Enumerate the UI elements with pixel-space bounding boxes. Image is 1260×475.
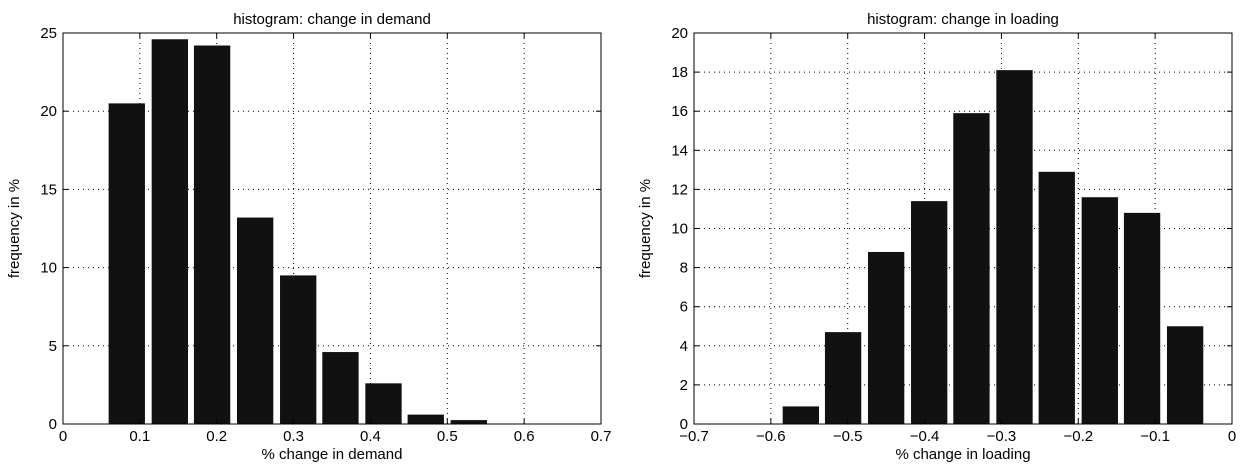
y-tick-label: 20 [40,103,57,120]
x-tick-label: −0.4 [910,428,940,445]
histogram-bar [407,414,444,424]
y-tick-label: 6 [680,299,688,316]
x-tick-label: 0.3 [283,428,304,445]
histogram-bar [151,39,188,424]
x-tick-label: 0.7 [591,428,612,445]
y-tick-label: 18 [671,64,688,81]
y-tick-label: 2 [680,377,688,394]
y-tick-label: 14 [671,142,688,159]
y-tick-label: 15 [40,181,57,198]
histogram-bar [193,45,231,425]
histogram-bar [1038,171,1075,424]
histogram-bar [1166,326,1204,424]
y-axis-label: frequency in % [6,179,23,278]
x-tick-label: −0.2 [1063,428,1093,445]
y-tick-label: 4 [680,338,688,355]
y-tick-label: 12 [671,181,688,198]
x-tick-label: 0.6 [514,428,535,445]
x-tick-label: 0.5 [437,428,458,445]
x-tick-label: −0.1 [1140,428,1170,445]
x-tick-label: 0.2 [206,428,227,445]
histogram-bar [450,420,487,424]
x-tick-label: 0.4 [360,428,381,445]
histogram-bar [108,103,145,424]
y-tick-label: 0 [680,416,688,433]
histogram-bar [322,352,359,424]
x-tick-label: 0 [1228,428,1236,445]
y-tick-label: 8 [680,260,688,277]
x-axis-label: % change in loading [895,446,1030,463]
histogram-bar [824,332,862,424]
y-tick-label: 5 [49,338,57,355]
x-tick-label: 0 [59,428,67,445]
x-tick-label: −0.6 [756,428,786,445]
histogram-bar [782,406,819,424]
x-tick-label: −0.3 [987,428,1017,445]
histogram-bar [1081,197,1118,424]
x-tick-label: 0.1 [129,428,150,445]
histogram-bar [280,275,317,424]
histogram-bar [911,201,948,424]
y-tick-label: 20 [671,25,688,42]
y-tick-label: 16 [671,103,688,120]
plot-frame [62,32,602,425]
histogram-bar [953,113,990,424]
y-tick-label: 10 [671,221,688,238]
x-axis-label: % change in demand [262,446,403,463]
y-tick-label: 10 [40,260,57,277]
y-axis-label: frequency in % [637,179,654,278]
x-tick-label: −0.5 [833,428,863,445]
histogram-bar [1123,212,1161,424]
y-tick-label: 0 [49,416,57,433]
loading-histogram-panel: −0.7 −0.6 −0.5 −0.4 −0.3 −0.2 −0.1 0 0 2 4 6 8 10 12 14… [637,11,1236,463]
chart-title: histogram: change in demand [233,11,431,28]
histogram-bar [867,251,905,424]
histogram-bar [365,383,402,424]
y-tick-label: 25 [40,25,57,42]
demand-histogram-panel: 0 0.1 0.2 0.3 0.4 0.5 0.6 0.7 0 5 10 15 20 25 histogra… [6,11,611,463]
histogram-bar [996,70,1033,425]
histogram-bar [236,217,274,424]
x-tick-label: −0.7 [679,428,709,445]
chart-title: histogram: change in loading [867,11,1059,28]
